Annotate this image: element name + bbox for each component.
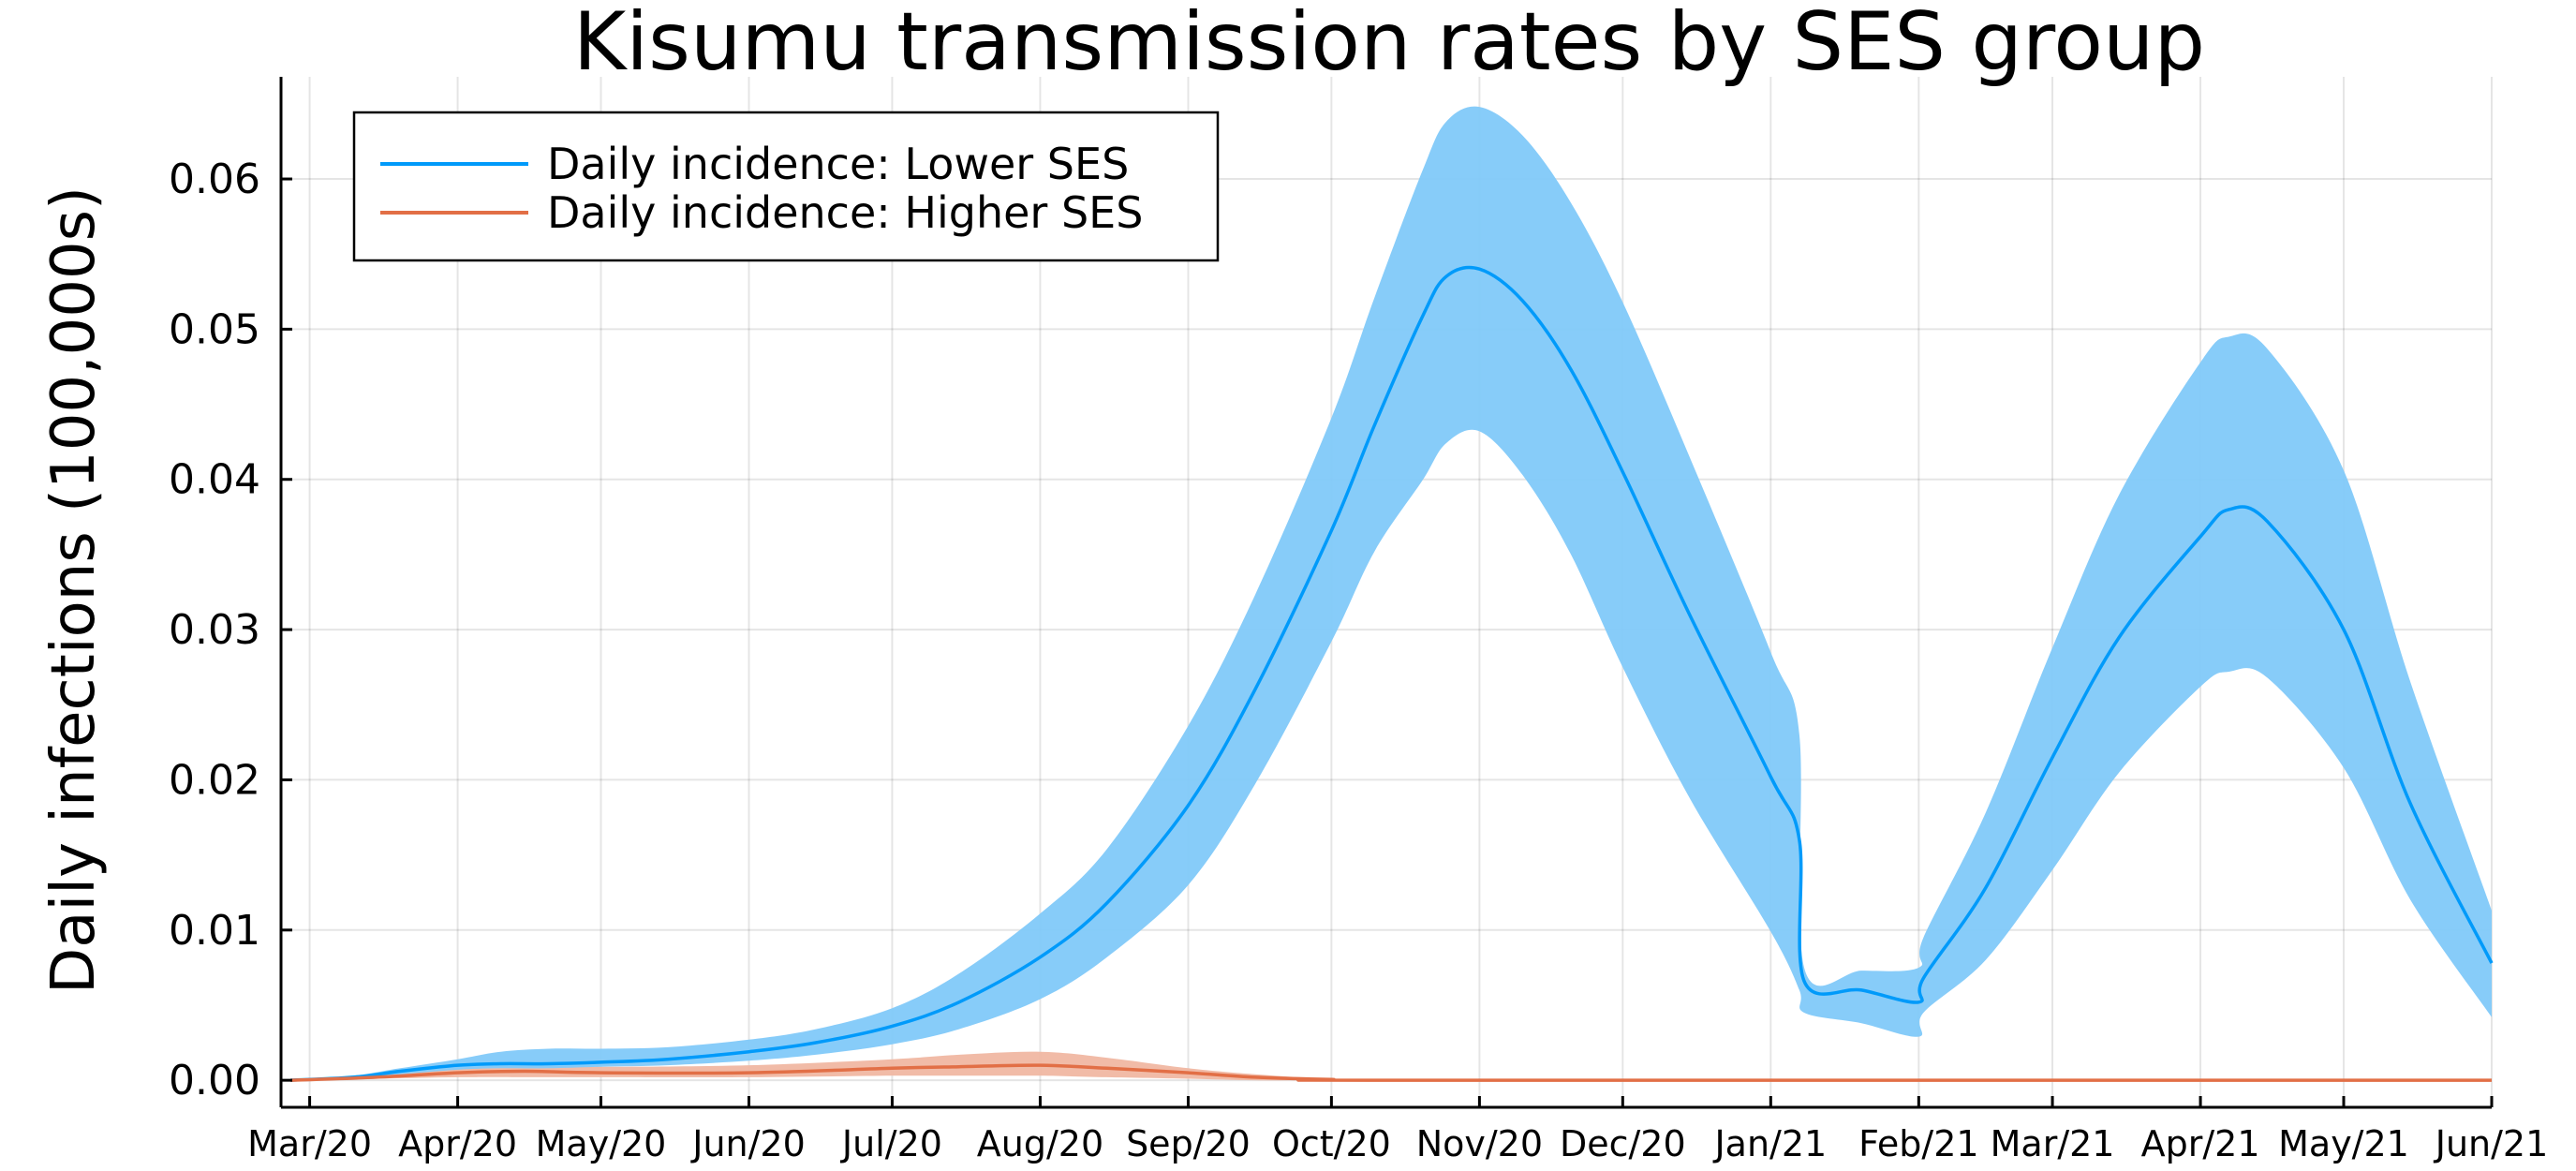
x-tick-label: Dec/20	[1560, 1123, 1686, 1164]
y-tick-label: 0.01	[169, 907, 260, 955]
x-tick-label: Mar/20	[247, 1123, 372, 1164]
x-tick-label: Jun/20	[690, 1123, 806, 1164]
legend-box	[352, 111, 1220, 262]
x-tick-label: Aug/20	[977, 1123, 1103, 1164]
x-tick-label: Jul/20	[840, 1123, 942, 1164]
x-tick-label: Apr/20	[398, 1123, 517, 1164]
series-line-1	[290, 1063, 2493, 1082]
x-tick-label: May/20	[536, 1123, 667, 1164]
y-tick-label: 0.03	[169, 606, 260, 654]
axes	[279, 77, 2494, 1109]
x-tick-label: Jun/21	[2434, 1123, 2549, 1164]
y-tick-labels: 0.00 0.01 0.02 0.03 0.04 0.05 0.06	[169, 156, 260, 1104]
y-tick-label: 0.06	[169, 156, 260, 203]
confidence-bands	[290, 106, 2493, 1081]
chart-title: Kisumu transmission rates by SES group	[573, 0, 2205, 89]
x-tick-label: Apr/21	[2141, 1123, 2260, 1164]
series-lines	[290, 265, 2494, 1082]
y-tick-label: 0.00	[169, 1057, 260, 1104]
x-tick-label: Mar/21	[1991, 1123, 2115, 1164]
y-tick-label: 0.02	[169, 756, 260, 804]
x-tick-label: Oct/20	[1272, 1123, 1391, 1164]
series-band-0	[290, 106, 2493, 1081]
legend-label-1: Daily incidence: Higher SES	[547, 187, 1143, 238]
x-tick-label: Nov/20	[1416, 1123, 1543, 1164]
x-tick-label: Sep/20	[1126, 1123, 1251, 1164]
legend-label-0: Daily incidence: Lower SES	[547, 139, 1129, 189]
y-tick-label: 0.05	[169, 305, 260, 353]
series-band-1	[290, 1051, 2493, 1081]
x-tick-label: Feb/21	[1858, 1123, 1978, 1164]
x-tick-labels: Mar/20 Apr/20 May/20 Jun/20 Jul/20 Aug/20 Sep/…	[247, 1123, 2548, 1164]
x-tick-label: May/21	[2278, 1123, 2409, 1164]
y-axis-label: Daily infections (100,000s)	[39, 186, 109, 994]
y-tick-label: 0.04	[169, 456, 260, 504]
x-tick-label: Jan/21	[1712, 1123, 1827, 1164]
series-line-0	[290, 265, 2494, 1082]
